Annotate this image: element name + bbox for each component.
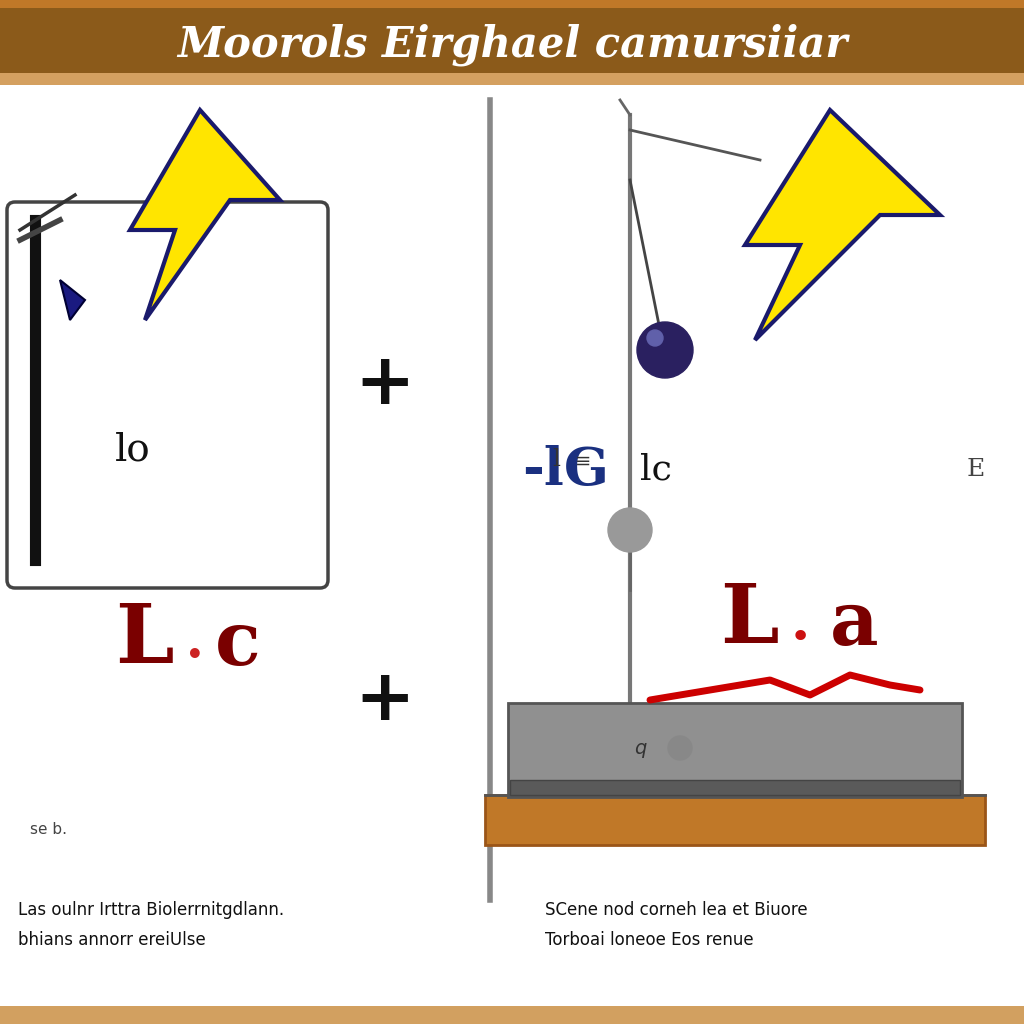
Text: Las oulnr Irttra Biolerrnitgdlann.: Las oulnr Irttra Biolerrnitgdlann. [18,901,284,919]
Circle shape [637,322,693,378]
Text: •: • [186,641,204,669]
Text: +: + [354,666,416,734]
Text: l: l [552,449,560,471]
Text: L: L [720,580,778,660]
Text: q: q [634,738,646,758]
Text: -lG: -lG [522,444,609,496]
Text: ≡: ≡ [575,453,592,471]
Text: L: L [115,600,174,680]
Polygon shape [60,280,85,319]
Circle shape [608,508,652,552]
Text: se b.: se b. [30,822,67,838]
Polygon shape [745,110,940,340]
Polygon shape [130,110,280,319]
Text: Torboai loneoe Eos renue: Torboai loneoe Eos renue [545,931,754,949]
Text: +: + [354,350,416,420]
Text: c: c [215,608,261,682]
Circle shape [647,330,663,346]
Text: Moorols Eirghael camursiiar: Moorols Eirghael camursiiar [177,24,847,67]
Bar [0,0,1024,85]
Bar [0,73,1024,85]
Text: E: E [967,459,985,481]
Text: SCene nod corneh lea et Biuore: SCene nod corneh lea et Biuore [545,901,808,919]
Text: •: • [790,621,811,655]
Text: lo: lo [115,431,151,469]
Text: bhians annorr ereiUlse: bhians annorr ereiUlse [18,931,206,949]
Circle shape [668,736,692,760]
Bar [510,780,961,795]
Text: a: a [830,589,879,662]
Bar [485,795,985,845]
FancyBboxPatch shape [508,703,962,797]
Bar [0,1006,1024,1024]
Text: lc: lc [640,453,672,487]
Bar [0,0,1024,8]
